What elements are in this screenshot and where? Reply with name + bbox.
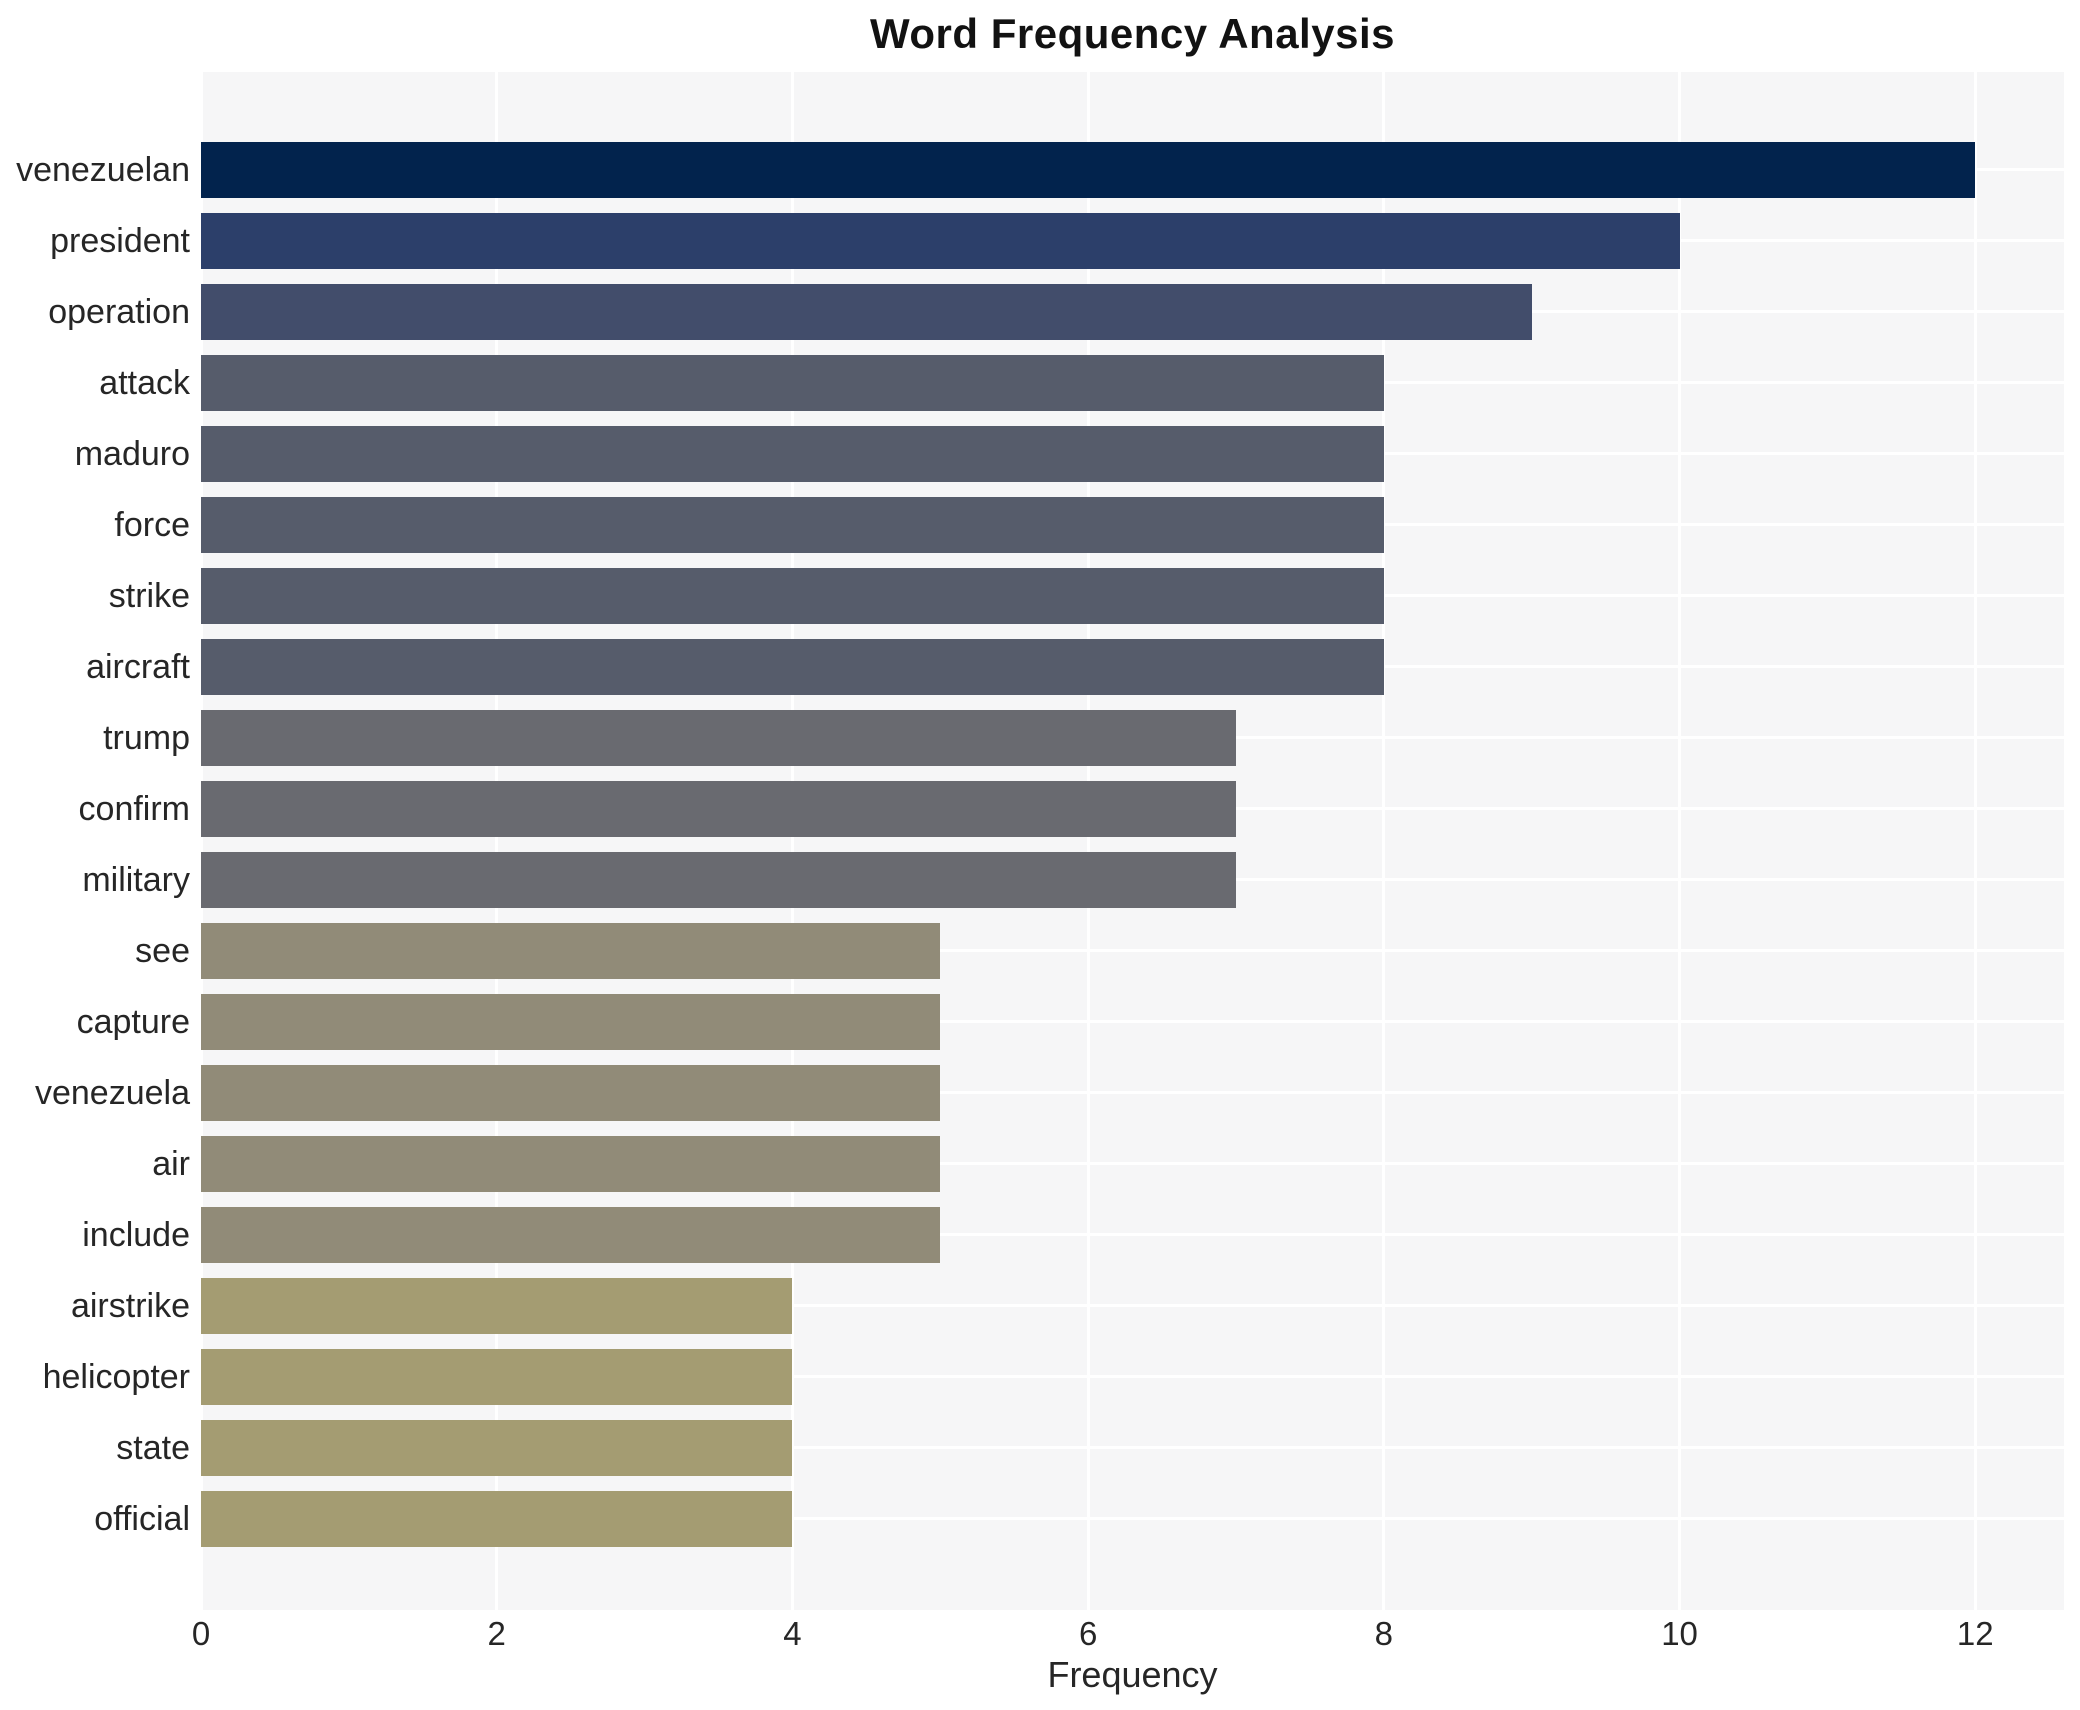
y-tick-label-include: include xyxy=(82,1215,190,1254)
y-tick-label-maduro: maduro xyxy=(74,434,190,473)
x-tick-label-6: 6 xyxy=(1078,1615,1098,1652)
bar-president xyxy=(201,212,1680,269)
y-tick-label-strike: strike xyxy=(108,576,190,615)
h-gridline xyxy=(201,1233,2064,1236)
y-tick-label-president: president xyxy=(50,221,190,260)
h-gridline xyxy=(201,1020,2064,1023)
bar-force xyxy=(201,496,1384,553)
v-gridline xyxy=(1382,72,1386,1610)
h-gridline xyxy=(201,1446,2064,1449)
y-tick-label-attack: attack xyxy=(99,363,190,402)
h-gridline xyxy=(201,1517,2064,1520)
y-tick-label-helicopter: helicopter xyxy=(42,1357,190,1396)
y-tick-label-force: force xyxy=(114,505,190,544)
bar-confirm xyxy=(201,780,1236,837)
x-tick-label-2: 2 xyxy=(487,1615,506,1652)
y-tick-label-venezuelan: venezuelan xyxy=(16,150,190,189)
y-tick-label-capture: capture xyxy=(76,1002,190,1041)
bar-military xyxy=(201,851,1236,908)
plot-area xyxy=(201,72,2064,1610)
bar-maduro xyxy=(201,425,1384,482)
bar-strike xyxy=(201,567,1384,624)
bar-attack xyxy=(201,354,1384,411)
y-tick-label-aircraft: aircraft xyxy=(86,647,190,686)
x-tick-label-10: 10 xyxy=(1661,1615,1698,1652)
bar-capture xyxy=(201,993,941,1050)
h-gridline xyxy=(201,1091,2064,1094)
v-gridline xyxy=(1973,72,1977,1610)
y-tick-label-military: military xyxy=(82,860,190,899)
h-gridline xyxy=(201,1304,2064,1307)
bar-operation xyxy=(201,283,1532,340)
v-gridline xyxy=(1678,72,1682,1610)
y-tick-label-operation: operation xyxy=(48,292,190,331)
v-gridline xyxy=(1086,72,1090,1610)
y-tick-label-airstrike: airstrike xyxy=(70,1286,190,1325)
bar-helicopter xyxy=(201,1348,793,1405)
x-axis-title: Frequency xyxy=(1047,1654,1218,1695)
bar-official xyxy=(201,1490,793,1547)
x-tick-label-8: 8 xyxy=(1374,1615,1394,1652)
y-tick-label-venezuela: venezuela xyxy=(34,1073,190,1112)
v-gridline xyxy=(790,72,794,1610)
bar-airstrike xyxy=(201,1277,793,1334)
chart-title: Word Frequency Analysis xyxy=(870,10,1395,57)
y-tick-label-confirm: confirm xyxy=(78,789,190,828)
y-tick-label-air: air xyxy=(152,1144,190,1183)
bar-venezuela xyxy=(201,1064,941,1121)
y-tick-label-official: official xyxy=(94,1499,190,1538)
h-gridline xyxy=(201,949,2064,952)
bar-trump xyxy=(201,709,1236,766)
h-gridline xyxy=(201,1375,2064,1378)
bar-aircraft xyxy=(201,638,1384,695)
bar-include xyxy=(201,1206,941,1263)
y-tick-label-trump: trump xyxy=(103,718,190,757)
x-tick-label-12: 12 xyxy=(1956,1615,1994,1652)
bar-see xyxy=(201,922,941,979)
y-tick-label-state: state xyxy=(116,1428,190,1467)
bar-venezuelan xyxy=(201,141,1976,198)
bar-air xyxy=(201,1135,941,1192)
x-tick-label-0: 0 xyxy=(191,1615,211,1652)
h-gridline xyxy=(201,1162,2064,1165)
bar-state xyxy=(201,1419,793,1476)
v-gridline xyxy=(201,72,203,1610)
x-tick-label-4: 4 xyxy=(783,1615,802,1652)
y-tick-label-see: see xyxy=(135,931,190,970)
v-gridline xyxy=(495,72,499,1610)
